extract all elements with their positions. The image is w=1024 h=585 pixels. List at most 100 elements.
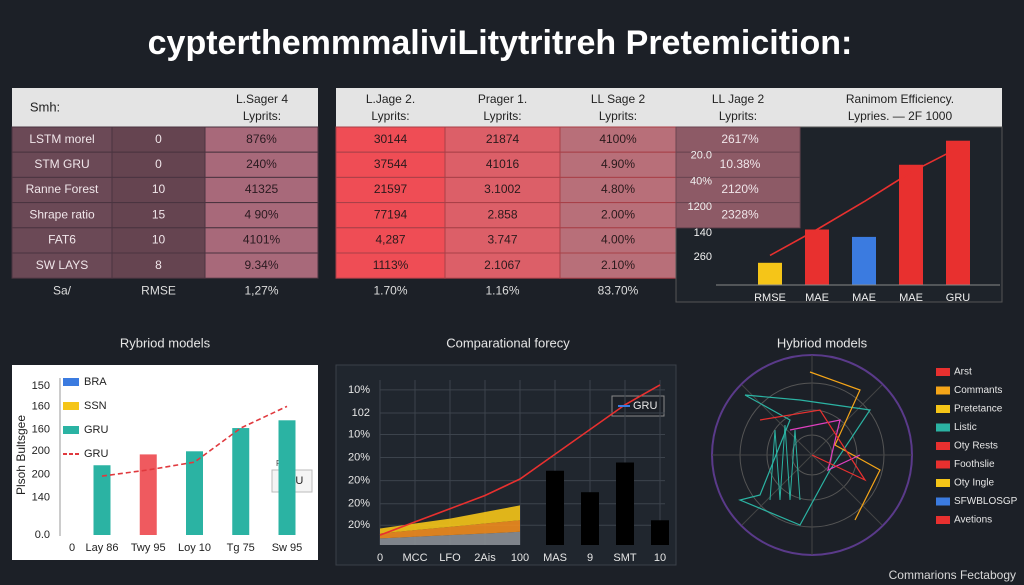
legend-label: Listic bbox=[954, 422, 977, 433]
cell-text: 41325 bbox=[245, 182, 279, 196]
bar bbox=[805, 229, 829, 285]
header-cell: L.Jage 2. bbox=[366, 92, 415, 106]
table-cell bbox=[559, 252, 677, 279]
cell-text: 0 bbox=[155, 132, 162, 146]
line bbox=[769, 147, 959, 257]
legend-label: Pretetance bbox=[954, 404, 1003, 415]
y-tick-label: 260 bbox=[694, 251, 712, 263]
cell-text: Shrape ratio bbox=[29, 207, 95, 221]
bar bbox=[651, 520, 669, 545]
table-cell bbox=[111, 202, 206, 229]
cell-text: 2.00% bbox=[601, 207, 635, 221]
table-cell bbox=[204, 252, 319, 279]
table-cell bbox=[675, 126, 801, 153]
x-tick-label: Lay 86 bbox=[85, 542, 118, 554]
cell-text: 1.70% bbox=[373, 283, 407, 297]
legend-label: GRU bbox=[84, 448, 109, 460]
y-tick-label: 150 bbox=[32, 380, 50, 392]
bar bbox=[616, 462, 634, 545]
table-cell bbox=[444, 227, 561, 254]
x-tick-label: 9 bbox=[587, 552, 593, 564]
table-cell bbox=[675, 202, 801, 229]
y-tick-label: 40% bbox=[690, 175, 712, 187]
legend-label: Commants bbox=[954, 385, 1002, 396]
cell-text: SW LAYS bbox=[36, 258, 88, 272]
cell-text: STM GRU bbox=[34, 157, 89, 171]
bar bbox=[186, 451, 203, 535]
cell-text: 4.90% bbox=[601, 157, 635, 171]
bar bbox=[852, 236, 876, 285]
cell-text: Ranne Forest bbox=[26, 182, 99, 196]
x-tick-label: MAS bbox=[543, 552, 567, 564]
header-cell: LL Jage 2 bbox=[712, 92, 765, 106]
y-tick-label: 1200 bbox=[688, 201, 712, 213]
chart2-title: Comparational forecy bbox=[446, 335, 570, 350]
y-tick-label: 10% bbox=[348, 384, 370, 396]
table-cell bbox=[675, 151, 801, 178]
cell-text: 876% bbox=[246, 132, 277, 146]
bar bbox=[139, 454, 157, 535]
x-tick-label: RMSE bbox=[754, 292, 786, 304]
legend-label: Avetions bbox=[954, 515, 992, 526]
cell-text: 77194 bbox=[374, 207, 408, 221]
x-tick-label: 10 bbox=[654, 552, 666, 564]
table-cell bbox=[111, 252, 206, 279]
table-cell bbox=[111, 126, 206, 153]
table-cell bbox=[335, 202, 446, 229]
y-tick-label: 20% bbox=[348, 498, 370, 510]
bar bbox=[232, 428, 250, 535]
bar bbox=[93, 465, 111, 535]
x-tick-label: Tg 75 bbox=[227, 542, 255, 554]
cell-text: 1,27% bbox=[244, 283, 278, 297]
cell-text: 10.38% bbox=[720, 157, 761, 171]
x-tick-label: Sw 95 bbox=[272, 542, 303, 554]
cell-text: 2.858 bbox=[487, 207, 517, 221]
legend-swatch bbox=[63, 378, 79, 386]
table-header bbox=[676, 88, 1002, 127]
table-cell bbox=[11, 252, 113, 279]
table-cell bbox=[11, 227, 113, 254]
cell-text: 3.747 bbox=[487, 233, 517, 247]
legend-label: Foothslie bbox=[954, 459, 995, 470]
origin-label: 0 bbox=[69, 542, 75, 554]
area bbox=[380, 520, 520, 539]
cell-text: 2.10% bbox=[601, 258, 635, 272]
cell-text: 21874 bbox=[486, 132, 520, 146]
table-header bbox=[336, 88, 676, 127]
bar bbox=[581, 492, 599, 545]
legend-label: BRA bbox=[84, 376, 107, 388]
cell-text: 2120% bbox=[721, 182, 759, 196]
table-cell bbox=[204, 227, 319, 254]
legend-label: GRU bbox=[84, 424, 109, 436]
legend-swatch bbox=[63, 426, 79, 434]
legend-swatch bbox=[936, 405, 950, 413]
table-cell bbox=[559, 176, 677, 204]
radar-line bbox=[809, 371, 881, 521]
radar-hatch bbox=[769, 424, 801, 501]
header-cell: L.Sager 4 bbox=[236, 92, 288, 106]
cell-text: 2328% bbox=[721, 207, 759, 221]
y-tick-label: 0.0 bbox=[35, 529, 50, 541]
x-tick-label: 100 bbox=[511, 552, 529, 564]
header-cell: LL Sage 2 bbox=[591, 92, 646, 106]
cell-text: 1113% bbox=[373, 258, 409, 272]
header-cell: Smh: bbox=[30, 99, 60, 114]
x-tick-label: SMT bbox=[613, 552, 637, 564]
cell-text: 4.80% bbox=[601, 182, 635, 196]
cell-text: 9.34% bbox=[244, 258, 278, 272]
x-tick-label: MAE bbox=[852, 292, 876, 304]
cell-text: LSTM morel bbox=[29, 132, 94, 146]
cell-text: 10 bbox=[152, 233, 166, 247]
y-tick-label: 140 bbox=[32, 492, 50, 504]
cell-text: RMSE bbox=[141, 283, 176, 297]
legend-label: SFWBLOSGP bbox=[954, 496, 1018, 507]
header-cell: Lyprits: bbox=[371, 109, 409, 123]
y-axis-label: Plsoh Bultsgee bbox=[14, 415, 28, 495]
table-cell bbox=[559, 227, 677, 254]
legend-swatch bbox=[936, 423, 950, 432]
cell-text: 2617% bbox=[721, 132, 759, 146]
cell-text: 3.1002 bbox=[484, 182, 521, 196]
table-cell bbox=[11, 151, 113, 178]
cell-text: 8 bbox=[155, 258, 162, 272]
